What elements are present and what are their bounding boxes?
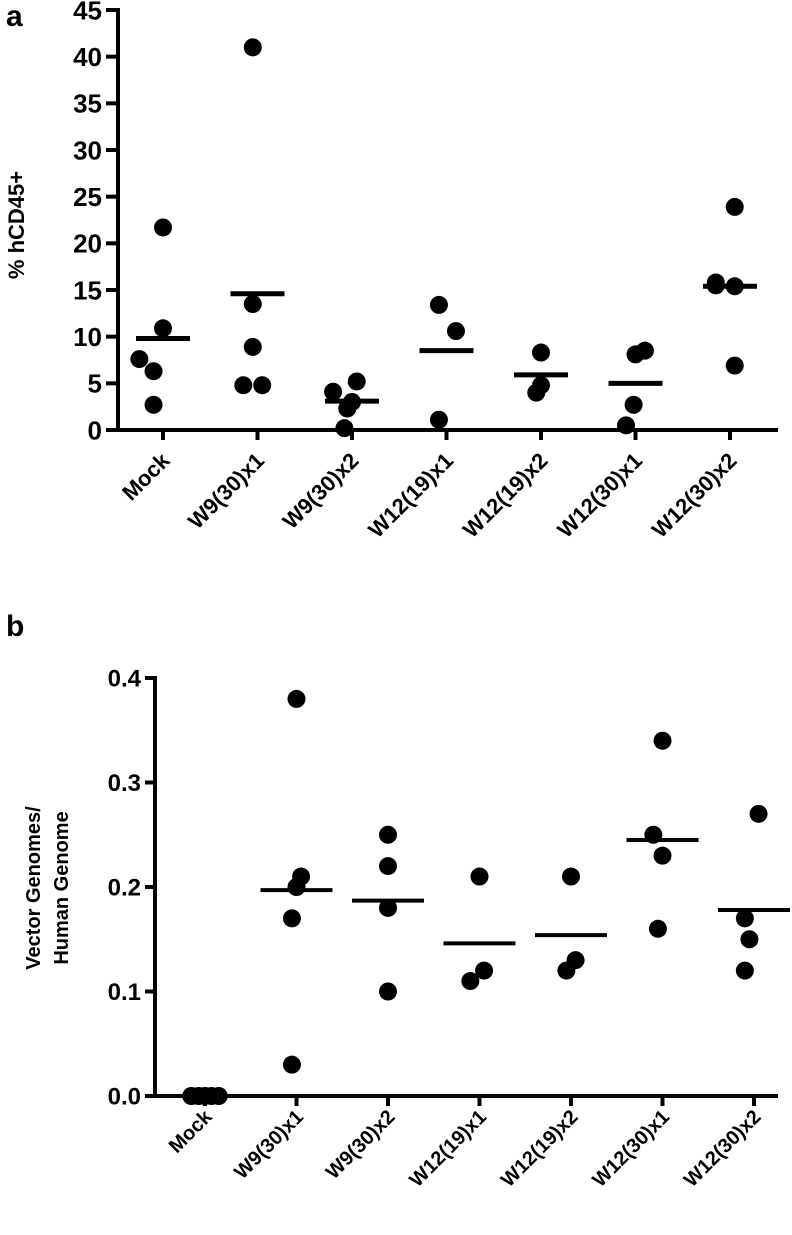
data-point [735,961,754,980]
data-point [282,909,301,928]
data-point [461,972,480,991]
data-point [379,982,397,1001]
y-tick-label: 0.3 [108,770,141,797]
data-point [653,846,672,865]
panel-label-a: a [6,0,23,33]
y-tick-label: 0 [88,415,102,445]
data-point [475,961,494,980]
y-tick-label: 20 [73,229,102,259]
x-category-label: W12(19)x2 [497,1106,583,1192]
data-point [243,337,262,356]
data-point [635,341,654,360]
data-point [562,867,580,886]
x-category-label: Mock [165,1105,217,1157]
x-category-label: W9(30)x2 [322,1106,400,1184]
x-category-label: W12(30)x2 [680,1106,766,1192]
data-point [130,350,149,369]
data-point [429,295,448,314]
data-point [527,383,546,402]
y-tick-label: 0.0 [108,1084,141,1111]
y-axis-title-line1: Vector Genomes/ [23,806,45,970]
data-point [253,376,272,395]
x-category-label: W12(19)x2 [458,448,553,543]
x-category-label: W12(30)x2 [647,448,742,543]
x-category-label: W12(30)x1 [589,1106,675,1192]
data-point [154,218,172,237]
panel-b-chart: 0.0 0.1 0.2 0.3 0.4 Vector Genomes/Human Geno… [23,666,790,1192]
x-category-label: W9(30)x1 [183,448,269,534]
data-point [379,898,397,917]
x-category-label: Mock [117,447,175,505]
data-point [379,825,397,844]
data-point [287,689,306,708]
data-point [144,395,163,414]
data-point [653,731,672,750]
y-axis-title: % hCD45+ [4,171,29,279]
data-point [154,319,172,338]
panel-label-b: b [6,610,24,643]
data-point [624,395,643,414]
data-point [725,356,744,375]
data-point [740,930,759,949]
data-point [243,38,262,57]
data-point [735,909,754,928]
y-tick-label: 10 [73,322,102,352]
data-point [648,919,667,938]
y-tick-label: 5 [88,369,102,399]
y-tick-label: 15 [73,275,102,305]
data-point [617,416,636,435]
data-point [282,1055,301,1074]
y-tick-label: 0.2 [108,875,141,902]
data-point [470,867,489,886]
y-axis-title-line2: Human Genome [51,811,73,964]
data-point [379,857,397,876]
x-category-label: W9(30)x1 [230,1106,308,1184]
data-point [429,410,448,429]
data-point [446,322,465,341]
data-point [287,878,306,896]
data-point [144,362,163,381]
y-tick-label: 0.1 [108,979,141,1006]
x-category-label: W12(30)x1 [552,448,647,543]
y-tick-label: 35 [73,89,102,119]
x-category-label: W12(19)x1 [363,448,458,543]
y-tick-label: 45 [73,0,102,25]
data-point [347,372,366,391]
y-tick-label: 25 [73,182,102,212]
y-tick-label: 30 [73,135,102,165]
data-point [532,343,550,362]
data-point [335,419,354,438]
data-point [557,961,576,980]
panel-a-chart: 0 5 10 15 20 25 30 35 40 45 % hCD45+ Mock W9(30)x1 W9… [4,0,778,542]
data-point [243,295,262,313]
x-category-label: W12(19)x1 [406,1106,492,1192]
data-point [749,804,768,823]
data-point [725,197,744,216]
data-point [234,376,253,395]
x-category-label: W9(30)x2 [278,448,364,534]
data-point [324,382,343,401]
y-tick-label: 40 [73,42,102,72]
y-tick-label: 0.4 [108,666,142,693]
